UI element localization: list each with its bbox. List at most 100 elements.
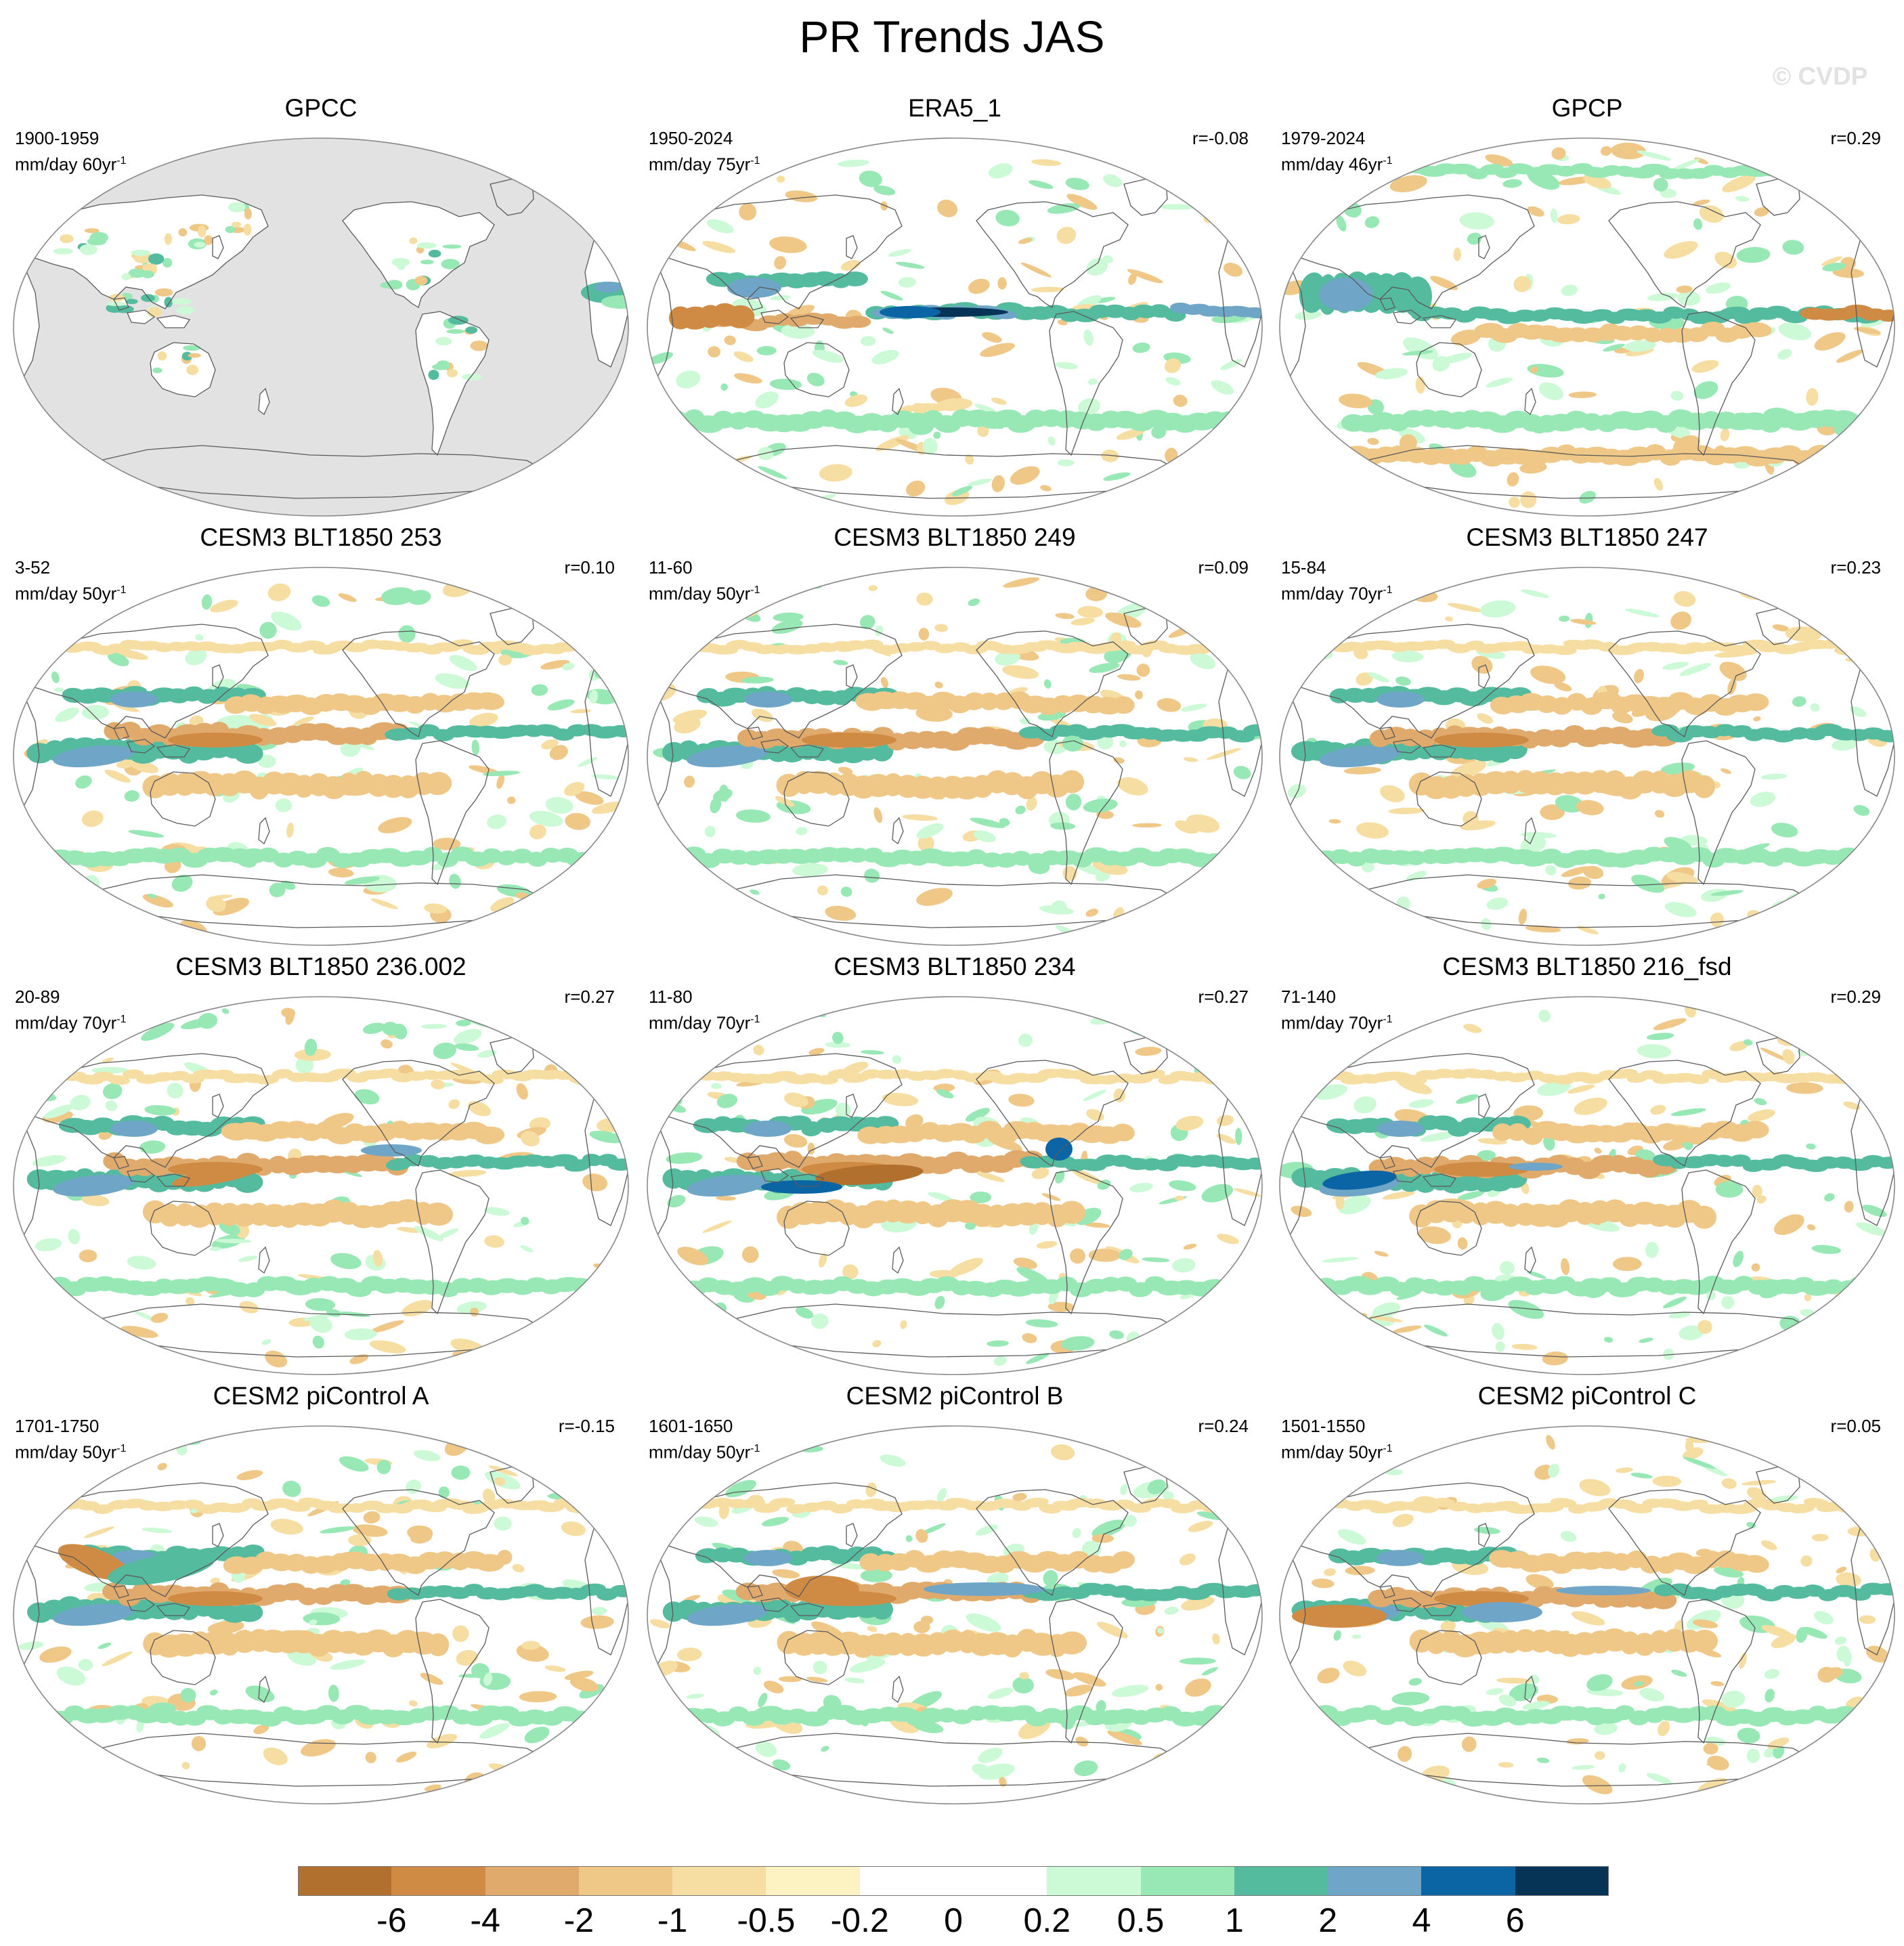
trend-blob xyxy=(654,1708,685,1729)
trend-blob xyxy=(1211,1026,1248,1044)
trend-blob xyxy=(799,1001,827,1020)
trend-blob xyxy=(586,1324,623,1339)
colorbar-tick-label: 0 xyxy=(944,1901,963,1939)
trend-blob xyxy=(1846,1501,1876,1513)
trend-blob xyxy=(540,1777,567,1795)
trend-blob xyxy=(78,1752,96,1760)
trend-blob xyxy=(1398,481,1408,490)
trend-blob xyxy=(432,364,450,370)
trend-blob xyxy=(63,1435,77,1454)
trend-blob xyxy=(20,1076,43,1089)
trend-blob xyxy=(204,235,213,244)
trend-blob xyxy=(1393,1337,1406,1352)
trend-blob xyxy=(1198,1757,1222,1774)
trend-blob xyxy=(666,1005,705,1035)
trend-blob xyxy=(924,1582,1045,1596)
trend-blob xyxy=(1239,1773,1251,1783)
trend-blob xyxy=(1850,1071,1873,1083)
trend-blob xyxy=(1817,162,1827,177)
trend-blob xyxy=(36,1343,60,1359)
trend-blob xyxy=(657,203,668,220)
trend-blob xyxy=(1285,1438,1304,1444)
robinson-map xyxy=(1278,566,1896,947)
trend-blob xyxy=(594,1352,622,1368)
trend-blob xyxy=(225,226,236,233)
trend-blob xyxy=(605,1343,619,1353)
trend-blob xyxy=(1217,575,1242,594)
trend-blob xyxy=(661,882,696,899)
trend-blob xyxy=(1213,1071,1245,1083)
trend-blob xyxy=(165,233,172,244)
trend-blob xyxy=(188,353,201,358)
trend-blob xyxy=(673,878,698,890)
trend-blob xyxy=(553,1742,580,1750)
trend-blob xyxy=(718,486,734,502)
panel-title: GPCC xyxy=(3,93,639,123)
trend-blob xyxy=(1316,916,1337,934)
trend-blob xyxy=(435,337,452,346)
trend-blob xyxy=(701,1741,731,1761)
trend-blob xyxy=(1136,148,1150,162)
trend-blob xyxy=(1148,162,1162,175)
trend-blob xyxy=(1200,639,1227,649)
trend-blob xyxy=(194,242,205,247)
map-panel: CESM3 BLT1850 249 11-60 mm/day 50yr-1 r=0.0… xyxy=(636,521,1273,949)
trend-blob xyxy=(20,1744,41,1756)
trend-blob xyxy=(695,1341,708,1353)
trend-blob xyxy=(31,1029,49,1048)
panel-title: CESM2 piControl A xyxy=(3,1381,639,1411)
trend-blob xyxy=(1836,443,1862,461)
trend-blob xyxy=(681,1448,712,1461)
trend-blob xyxy=(665,458,678,473)
trend-blob xyxy=(648,607,680,620)
trend-blob xyxy=(1319,278,1373,311)
trend-blob xyxy=(517,1005,536,1020)
trend-blob xyxy=(1363,485,1375,495)
trend-blob xyxy=(90,232,108,244)
trend-blob xyxy=(1135,1788,1159,1795)
trend-blob xyxy=(1320,906,1351,917)
map-panel: CESM3 BLT1850 234 11-80 mm/day 70yr-1 r=0.2… xyxy=(636,951,1273,1379)
trend-blob xyxy=(122,273,131,280)
trend-blob xyxy=(198,225,207,237)
trend-blob xyxy=(588,1346,620,1366)
trend-blob xyxy=(148,307,162,317)
trend-blob xyxy=(1217,640,1241,652)
trend-blob xyxy=(232,221,241,227)
trend-blob xyxy=(1849,167,1880,180)
trend-blob xyxy=(1212,1478,1242,1496)
panel-title: CESM3 BLT1850 247 xyxy=(1269,523,1904,553)
trend-blob xyxy=(1150,1779,1184,1786)
trend-blob xyxy=(1703,1743,1718,1754)
map-panel: CESM2 piControl B 1601-1650 mm/day 50yr-1 r… xyxy=(636,1380,1273,1808)
trend-blob xyxy=(1220,851,1241,867)
colorbar-tick-label: -1 xyxy=(657,1901,687,1939)
trend-blob xyxy=(584,640,606,652)
trend-blob xyxy=(1315,920,1333,936)
trend-blob xyxy=(740,1005,762,1021)
trend-blob xyxy=(1297,168,1328,180)
trend-blob xyxy=(1314,162,1345,172)
trend-blob xyxy=(462,374,481,381)
trend-blob xyxy=(28,1773,65,1796)
trend-blob xyxy=(1813,1345,1839,1355)
trend-blob xyxy=(1186,1333,1205,1351)
trend-blob xyxy=(1169,1756,1189,1775)
trend-blob xyxy=(1338,594,1354,604)
trend-blob xyxy=(1822,1045,1857,1066)
trend-blob xyxy=(53,248,73,255)
trend-blob xyxy=(155,288,173,297)
trend-blob xyxy=(673,1030,705,1046)
panel-title: CESM3 BLT1850 253 xyxy=(3,523,639,553)
trend-blob xyxy=(148,253,164,265)
trend-blob xyxy=(1205,151,1236,159)
trend-blob xyxy=(1338,1746,1352,1761)
trend-blob xyxy=(557,899,581,907)
trend-blob xyxy=(1830,598,1849,607)
panel-title: CESM3 BLT1850 216_fsd xyxy=(1269,952,1904,982)
trend-blob xyxy=(591,850,613,866)
trend-blob xyxy=(1320,1030,1332,1046)
trend-blob xyxy=(675,1031,687,1038)
trend-blob xyxy=(1750,911,1789,940)
trend-blob xyxy=(391,258,410,267)
